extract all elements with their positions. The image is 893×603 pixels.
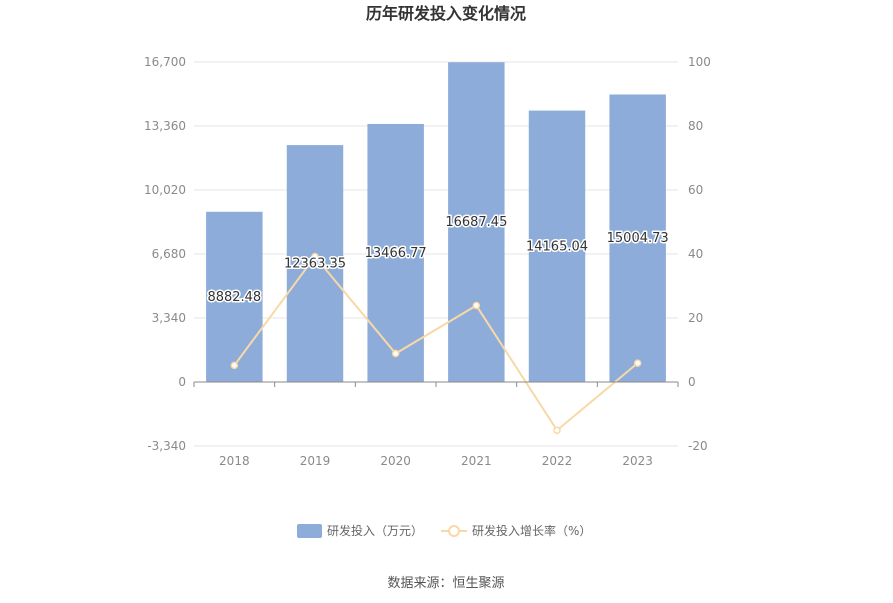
grid [194, 61, 678, 447]
right-axis: -20 0 20 40 60 80 100 [688, 55, 711, 453]
legend-item-bar[interactable]: 研发投入（万元） [297, 523, 423, 538]
bar-2021 [448, 62, 505, 382]
line-series [230, 252, 642, 435]
growth-rate-line [233, 254, 639, 432]
y-left-tick-label: 16,700 [144, 55, 186, 69]
y-left-tick-label: 6,680 [152, 247, 186, 261]
legend-line-marker [448, 525, 460, 537]
legend[interactable]: 研发投入（万元） 研发投入增长率（%） [297, 523, 591, 538]
legend-item-line[interactable]: 研发投入增长率（%） [441, 523, 591, 538]
bar-2019 [286, 145, 344, 382]
x-tick-label: 2023 [622, 454, 653, 468]
bar-series [206, 62, 666, 383]
growth-rate-point-2022 [553, 426, 561, 435]
bar-data-label: 16687.45 [445, 215, 507, 230]
y-left-tick-label: 13,360 [144, 119, 186, 133]
growth-rate-point-2021 [472, 301, 481, 310]
y-right-tick-label: 20 [688, 311, 703, 325]
data-source: 数据来源：恒生聚源 [387, 576, 504, 591]
y-left-tick-label: -3,340 [147, 439, 186, 453]
x-tick-label: 2019 [300, 454, 331, 468]
bar-data-labels: 8882.48 12363.35 13466.77 16687.45 14165.04 1… [206, 214, 670, 307]
y-right-tick-label: 0 [688, 375, 696, 389]
bar-data-label: 13466.77 [365, 246, 427, 261]
growth-rate-point-2018 [230, 361, 239, 370]
bar-data-label: 15004.73 [607, 231, 669, 246]
bar-data-label: 8882.48 [207, 290, 261, 305]
bar-data-label: 14165.04 [526, 239, 588, 254]
x-tick-label: 2021 [461, 454, 492, 468]
y-right-tick-label: 40 [688, 247, 703, 261]
y-left-tick-label: 10,020 [144, 183, 186, 197]
x-tick-label: 2018 [219, 454, 250, 468]
growth-rate-point-2019 [311, 252, 319, 261]
y-right-tick-label: 60 [688, 183, 703, 197]
bar-2018 [206, 211, 263, 382]
y-right-tick-label: -20 [688, 439, 708, 453]
y-right-tick-label: 100 [688, 55, 711, 69]
legend-bar-label: 研发投入（万元） [327, 523, 423, 538]
bar-2022 [528, 110, 586, 382]
y-left-tick-label: 3,340 [152, 311, 186, 325]
y-left-tick-label: 0 [178, 375, 186, 389]
legend-line-label: 研发投入增长率（%） [472, 523, 591, 538]
x-tick-label: 2020 [380, 454, 411, 468]
growth-rate-point-2020 [391, 349, 400, 358]
legend-bar-swatch [297, 524, 322, 538]
bar-2020 [367, 123, 424, 383]
y-right-tick-label: 80 [688, 119, 703, 133]
bar-data-label: 12363.35 [284, 257, 346, 272]
left-axis: -3,340 0 3,340 6,680 10,020 13,360 16,700 [144, 55, 186, 453]
chart-title: 历年研发投入变化情况 [366, 4, 526, 23]
bar-2023 [609, 94, 666, 382]
growth-rate-point-2023 [633, 359, 642, 367]
x-axis: 2018 2019 2020 2021 2022 2023 [193, 381, 679, 468]
x-tick-label: 2022 [542, 454, 573, 468]
